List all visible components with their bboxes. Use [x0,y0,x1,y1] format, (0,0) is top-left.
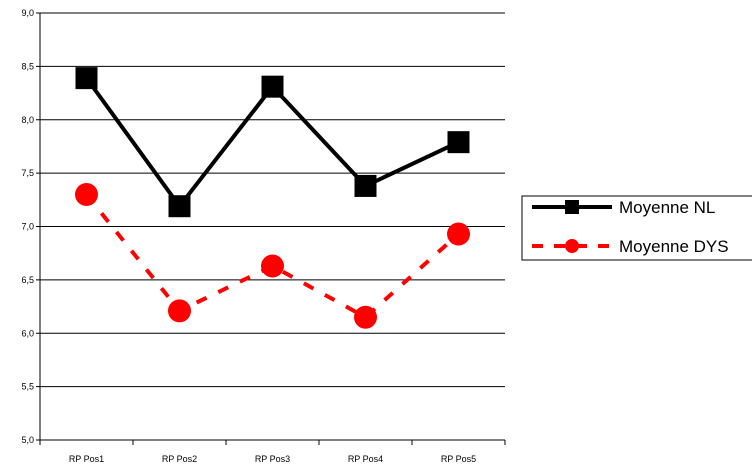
y-tick-label: 8,5 [21,61,34,71]
data-point-dys [261,254,284,278]
legend-swatch-marker-dys [565,239,579,253]
legend-label-nl: Moyenne NL [619,198,715,217]
data-point-nl [168,195,191,218]
data-point-nl [447,131,470,154]
axes [36,12,506,445]
y-tick-label: 5,5 [21,382,34,392]
data-point-nl [261,75,284,98]
data-point-dys [447,222,470,246]
data-point-dys [354,305,377,329]
data-point-nl [75,67,98,90]
legend: Moyenne NL Moyenne DYS [521,195,752,261]
series-layer [75,67,470,329]
data-point-dys [168,299,191,323]
data-point-dys [75,182,98,206]
x-tick-label: RP Pos4 [348,454,383,464]
y-tick-label: 6,5 [21,275,34,285]
x-tick-label: RP Pos3 [255,454,290,464]
legend-swatch-marker-nl [565,200,579,214]
y-tick-label: 6,0 [21,328,34,338]
x-tick-label: RP Pos5 [441,454,476,464]
y-tick-label: 9,0 [21,8,34,18]
y-tick-label: 8,0 [21,115,34,125]
y-tick-label: 7,0 [21,222,34,232]
y-tick-label: 5,0 [21,435,34,445]
x-tick-label: RP Pos2 [162,454,197,464]
data-point-nl [354,174,377,197]
y-axis-tick-labels: 5,0 5,5 6,0 6,5 7,0 7,5 8,0 8,5 9,0 [21,8,34,445]
y-tick-label: 7,5 [21,168,34,178]
x-axis-tick-labels: RP Pos1 RP Pos2 RP Pos3 RP Pos4 RP Pos5 [69,454,476,464]
series-line-dys [84,193,460,320]
legend-label-dys: Moyenne DYS [619,237,729,256]
x-tick-label: RP Pos1 [69,454,104,464]
